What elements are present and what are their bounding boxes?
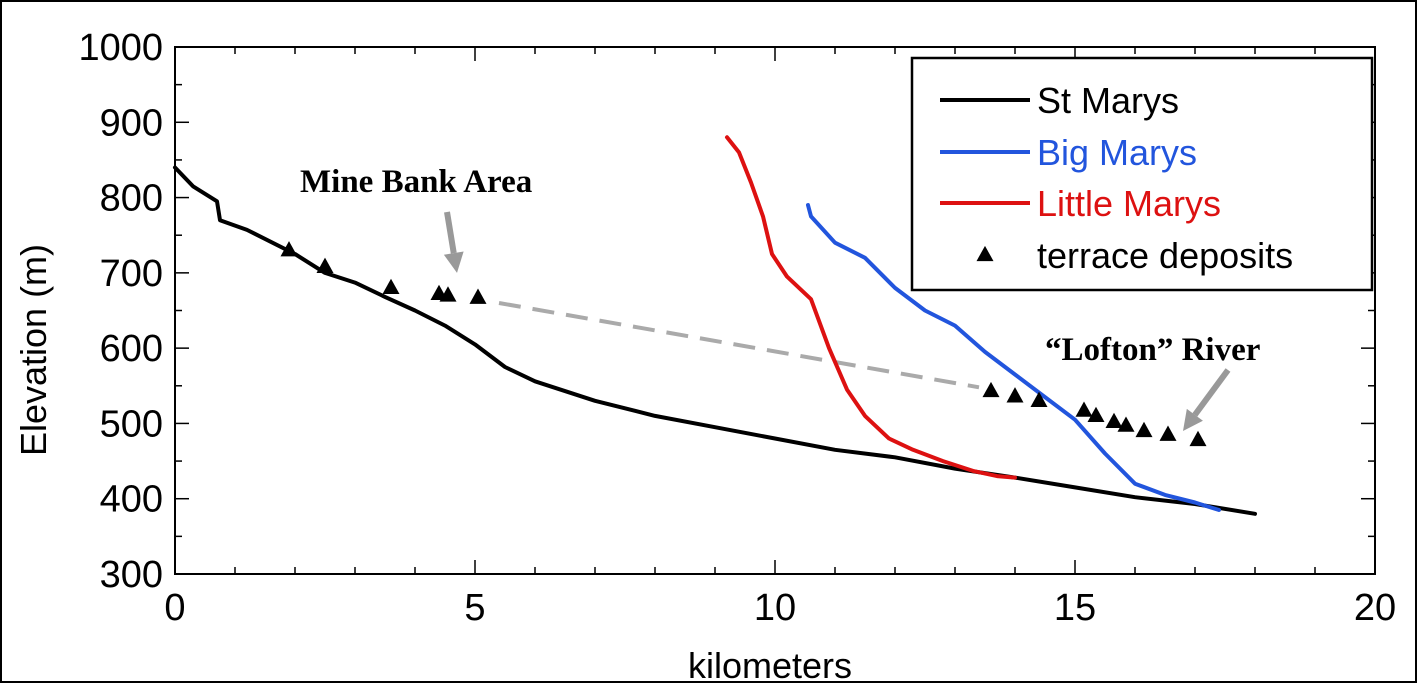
terrace-deposits-point [1030, 391, 1048, 407]
terrace-deposits-point [1087, 406, 1105, 423]
terrace-deposits-point [1117, 416, 1135, 432]
lofton-river-arrow [1183, 368, 1231, 431]
terrace-deposits-point [316, 257, 334, 273]
terrace-deposits-point [382, 278, 400, 295]
arrow-shaft [444, 211, 457, 254]
x-tick-label: 20 [1354, 587, 1396, 629]
terrace-deposits-point [982, 381, 1000, 398]
y-tick-label: 700 [100, 253, 163, 295]
mine-bank-area-arrow [443, 211, 464, 273]
legend-terrace-deposits-marker [976, 245, 994, 262]
little-marys-line [725, 135, 1017, 480]
terrace-deposits-point [469, 288, 487, 304]
arrow-head [443, 251, 464, 273]
y-tick-label: 800 [100, 178, 163, 220]
legend-box [910, 56, 1374, 292]
arrow-shaft [1192, 368, 1231, 417]
terrace-deposits-point [1159, 425, 1177, 441]
terrace-deposits-point [1075, 401, 1093, 417]
x-tick-label: 5 [464, 587, 485, 629]
terrace-deposits-point [280, 241, 298, 257]
legend-st-marys-label: St Marys [1037, 80, 1179, 121]
y-tick-label: 500 [100, 403, 163, 445]
terrace-deposits-point [1105, 412, 1123, 429]
x-tick-label: 0 [164, 587, 185, 629]
y-tick-label: 600 [100, 328, 163, 370]
arrow-head [1183, 408, 1203, 431]
y-tick-label: 400 [100, 479, 163, 521]
series-layer [173, 135, 1257, 516]
terrace-deposits-point [1135, 421, 1153, 438]
terrace-deposits-point [439, 286, 457, 302]
legend-terrace-deposits-label: terrace deposits [1037, 235, 1293, 276]
y-tick-label: 300 [100, 554, 163, 596]
terrace-deposits-point [1006, 387, 1024, 403]
big-marys-line [806, 203, 1221, 512]
mine-bank-area-label: Mine Bank Area [300, 164, 532, 200]
legend-big-marys-label: Big Marys [1037, 132, 1197, 173]
x-tick-label: 10 [754, 587, 796, 629]
annotation-layer: Mine Bank Area “Lofton” River [300, 164, 1260, 431]
y-tick-label: 900 [100, 102, 163, 144]
terrace-connector-line [498, 301, 980, 390]
legend: St Marys Big Marys Little Marys terrace dep… [910, 56, 1374, 292]
terrace-deposits-point [1189, 430, 1207, 447]
axes: 0 5 10 15 20 300 400 500 600 700 800 900 1000 [78, 27, 1396, 629]
x-tick-label: 15 [1054, 587, 1096, 629]
legend-little-marys-label: Little Marys [1037, 183, 1221, 224]
y-axis-label: Elevation (m) [13, 244, 54, 456]
x-axis-label: kilometers [688, 645, 852, 683]
y-tick-label: 1000 [78, 27, 163, 69]
lofton-river-label: “Lofton” River [1045, 332, 1260, 368]
